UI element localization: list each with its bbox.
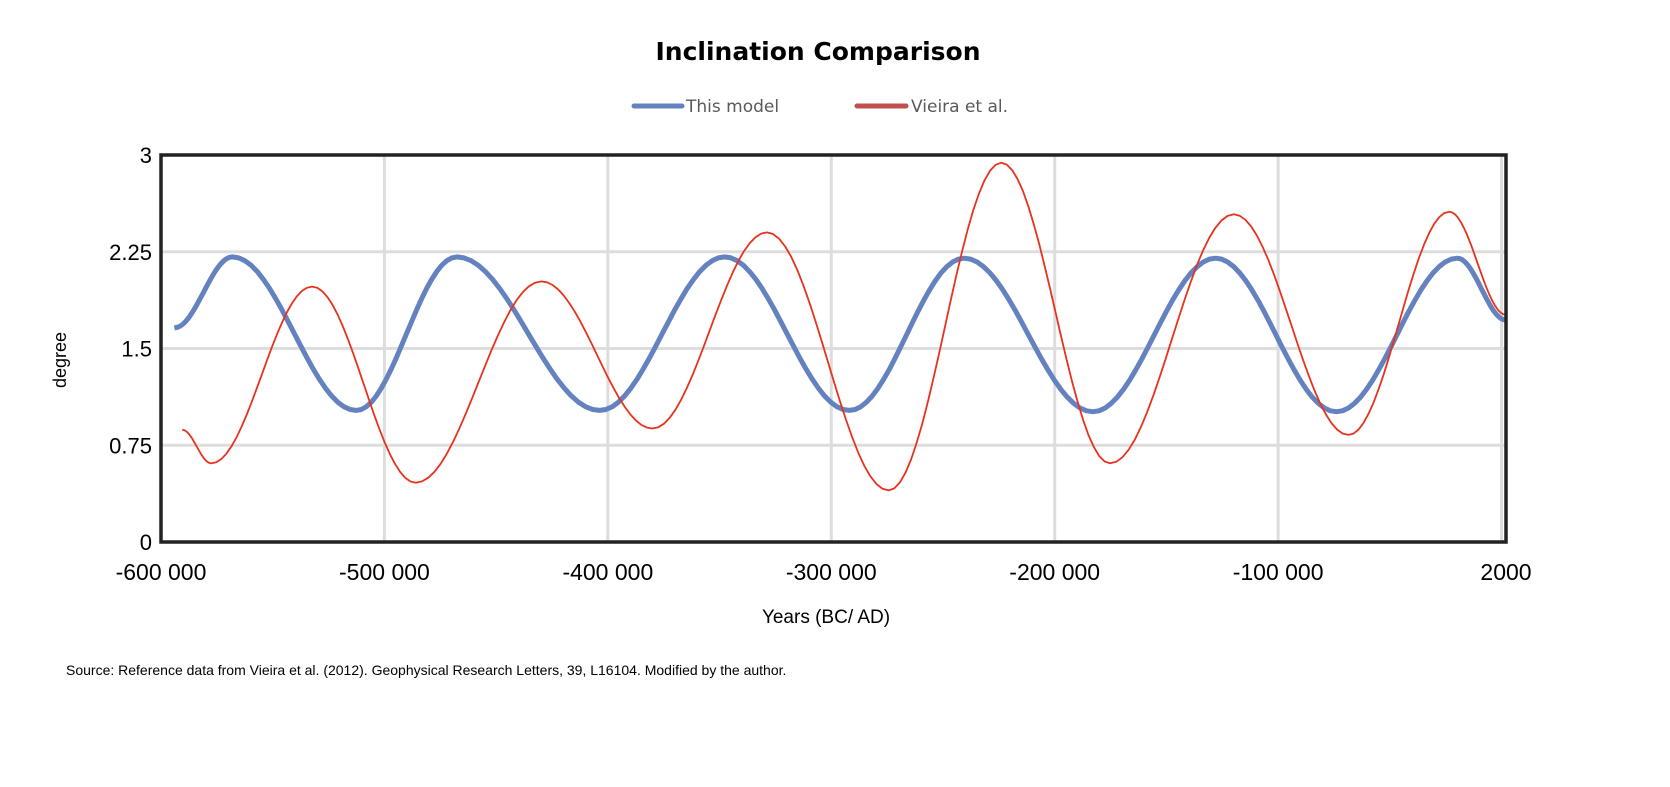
- x-tick-label: -300 000: [786, 559, 877, 585]
- y-tick-label: 0.75: [109, 433, 152, 458]
- series-lines: [173, 161, 1507, 492]
- y-tick-label: 0: [140, 530, 152, 555]
- series-line-vieira: [182, 161, 1507, 492]
- legend-label-this-model: This model: [685, 97, 779, 117]
- y-tick-label: 1.5: [121, 337, 152, 362]
- plot-frame: [159, 153, 1508, 544]
- y-axis-label: degree: [50, 332, 70, 388]
- x-tick-label: -400 000: [562, 559, 653, 585]
- y-tick-label: 3: [140, 143, 152, 168]
- y-tick-label: 2.25: [109, 240, 152, 265]
- x-tick-label: 2000: [1480, 559, 1531, 585]
- x-tick-label: -100 000: [1233, 559, 1324, 585]
- x-axis-label: Years (BC/ AD): [762, 607, 890, 628]
- x-tick-label: -200 000: [1009, 559, 1100, 585]
- series-line-this-model: [173, 254, 1507, 415]
- gridlines: [161, 155, 1506, 542]
- x-axis-ticks: -600 000 -500 000 -400 000 -300 000 -200 000…: [116, 559, 1532, 585]
- legend: This model Vieira et al.: [631, 97, 1008, 117]
- legend-label-vieira: Vieira et al.: [911, 97, 1008, 117]
- y-axis-ticks: 0 0.75 1.5 2.25 3: [109, 143, 152, 555]
- source-note: Source: Reference data from Vieira et al…: [66, 662, 787, 678]
- x-tick-label: -600 000: [116, 559, 207, 585]
- x-tick-label: -500 000: [339, 559, 430, 585]
- chart-title: Inclination Comparison: [655, 37, 980, 66]
